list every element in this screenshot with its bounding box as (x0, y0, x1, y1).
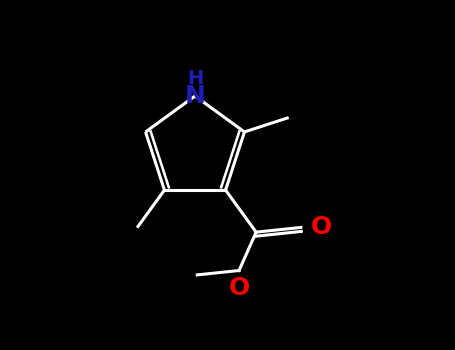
Text: H: H (187, 69, 203, 88)
Text: N: N (185, 84, 206, 108)
Text: O: O (228, 275, 250, 300)
Text: O: O (311, 216, 332, 239)
